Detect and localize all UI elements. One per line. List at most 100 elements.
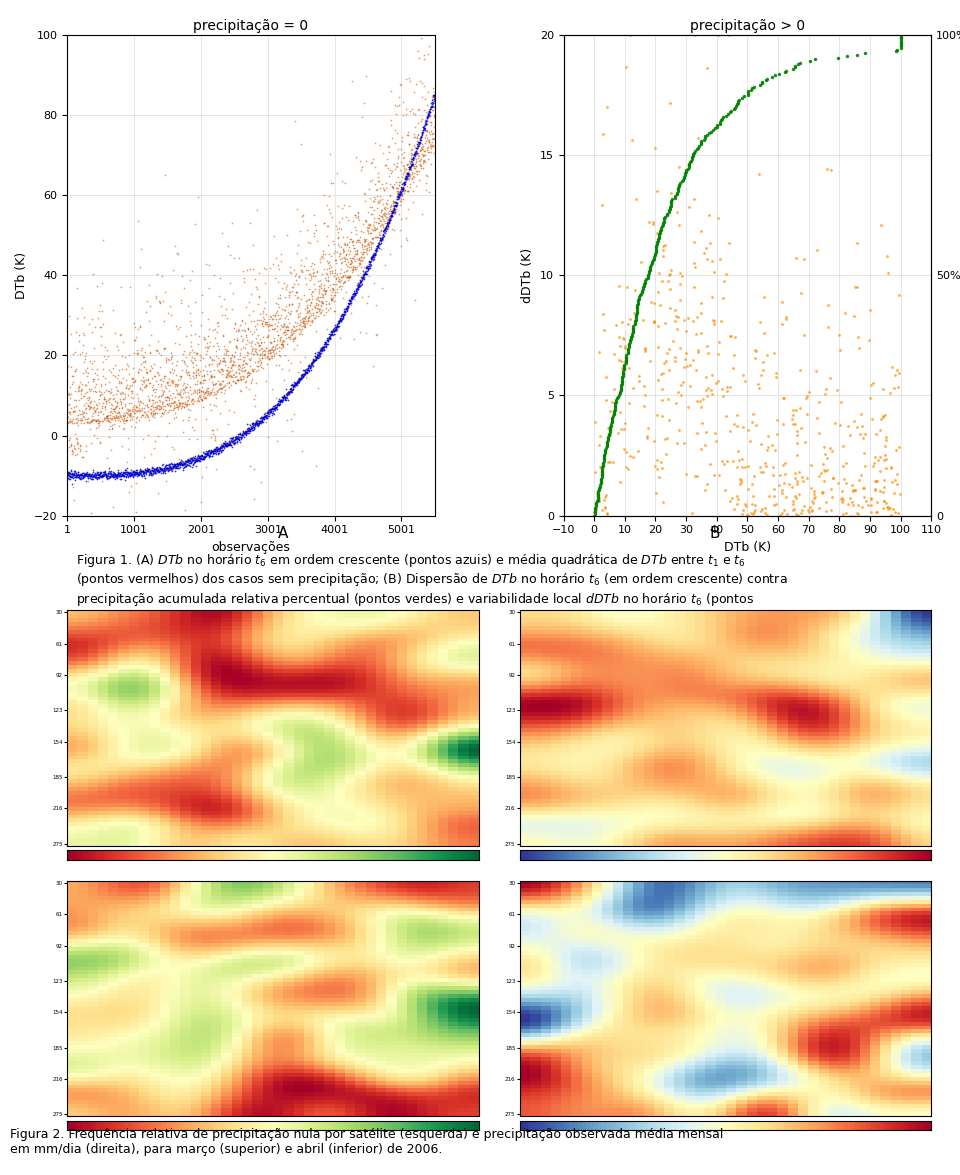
Point <box>279 275 295 294</box>
Point <box>647 313 662 331</box>
Point <box>275 336 290 355</box>
Point <box>417 141 432 160</box>
Point <box>689 424 705 443</box>
Point <box>593 472 609 491</box>
Point <box>322 264 337 283</box>
Point <box>190 451 205 470</box>
Point <box>181 271 197 290</box>
Point <box>420 105 436 123</box>
Point <box>674 172 689 190</box>
Point <box>71 465 86 484</box>
Point <box>120 439 135 458</box>
Point <box>372 214 387 233</box>
Point <box>646 313 661 331</box>
Point <box>116 466 132 485</box>
Point <box>262 258 277 277</box>
Point <box>850 418 865 437</box>
Point <box>791 462 806 481</box>
Point <box>84 466 99 485</box>
Point <box>252 411 267 430</box>
Point <box>133 462 149 481</box>
Point <box>177 454 192 472</box>
Point <box>242 363 257 382</box>
Point <box>629 302 644 321</box>
Point <box>359 244 374 263</box>
Point <box>197 388 212 407</box>
Point <box>185 389 201 408</box>
Point <box>75 469 90 488</box>
Point <box>710 26 726 45</box>
Point <box>183 452 199 471</box>
Point <box>163 455 179 474</box>
Point <box>258 408 274 427</box>
Point <box>128 503 143 522</box>
Point <box>708 431 724 450</box>
Point <box>620 341 636 360</box>
Point <box>856 488 872 506</box>
Point <box>743 503 758 522</box>
Point <box>68 322 84 341</box>
Point <box>280 321 296 340</box>
Point <box>297 365 312 384</box>
Point <box>67 343 83 362</box>
Point <box>359 239 374 257</box>
Point <box>204 382 219 401</box>
Point <box>269 302 284 321</box>
Point <box>307 344 323 363</box>
Point <box>391 184 406 203</box>
Point <box>115 465 131 484</box>
Point <box>375 179 391 197</box>
Point <box>756 323 772 342</box>
Point <box>339 256 354 275</box>
Point <box>142 360 157 378</box>
Point <box>371 228 386 247</box>
Point <box>419 114 434 133</box>
Point <box>172 367 187 385</box>
Point <box>409 128 424 147</box>
Point <box>613 351 629 370</box>
Point <box>393 182 408 201</box>
Point <box>288 282 303 301</box>
Point <box>303 294 319 313</box>
Point <box>670 180 685 199</box>
Point <box>346 284 361 303</box>
Point <box>176 342 191 361</box>
Point <box>149 396 164 415</box>
Point <box>163 297 179 316</box>
Point <box>618 350 634 369</box>
Point <box>89 398 105 417</box>
Point <box>85 382 101 401</box>
Point <box>105 415 120 434</box>
Point <box>193 345 208 364</box>
Point <box>313 253 328 271</box>
Point <box>218 436 233 455</box>
Point <box>235 423 251 442</box>
Point <box>332 313 348 331</box>
Point <box>406 128 421 147</box>
Point <box>132 464 147 483</box>
Point <box>199 389 214 408</box>
Point <box>66 465 82 484</box>
Point <box>132 316 147 335</box>
Point <box>828 414 843 432</box>
Point <box>662 298 678 317</box>
Point <box>151 461 166 479</box>
Point <box>399 168 415 187</box>
Point <box>806 482 822 501</box>
Point <box>118 461 133 479</box>
Point <box>306 297 322 316</box>
Point <box>395 184 410 203</box>
Point <box>405 182 420 201</box>
Point <box>640 418 656 437</box>
Point <box>329 242 345 261</box>
Point <box>620 344 636 363</box>
Point <box>175 455 190 474</box>
Point <box>121 464 136 483</box>
Point <box>227 318 242 337</box>
Point <box>171 455 186 474</box>
Point <box>91 416 107 435</box>
Point <box>99 410 114 429</box>
Point <box>129 408 144 427</box>
Point <box>96 405 111 424</box>
Point <box>151 365 166 384</box>
